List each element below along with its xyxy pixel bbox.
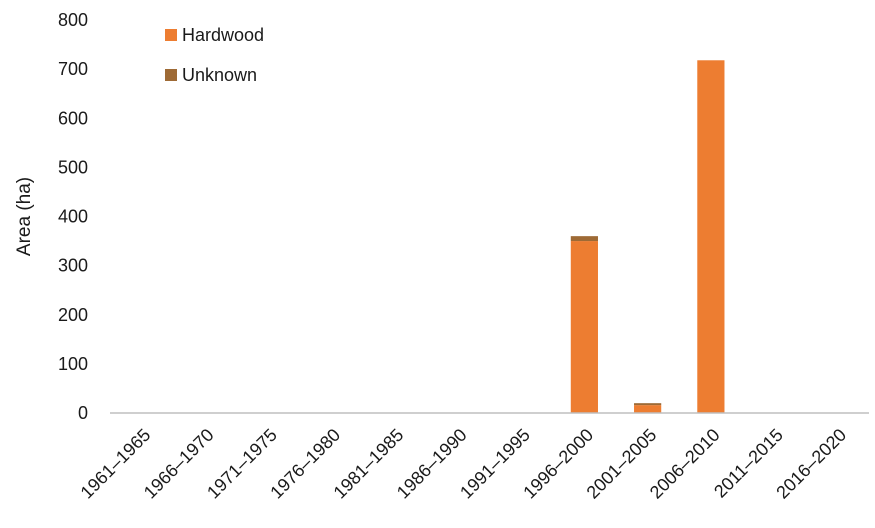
y-axis-title: Area (ha) (14, 177, 35, 256)
bars-layer (570, 60, 725, 413)
y-tick-label: 200 (58, 305, 88, 325)
y-tick-label: 800 (58, 10, 88, 30)
bar-segment-hardwood (697, 60, 725, 413)
y-tick-label: 600 (58, 108, 88, 128)
bar-segment-unknown (634, 403, 662, 406)
y-tick-label: 400 (58, 207, 88, 227)
bar-segment-hardwood (570, 241, 598, 413)
y-tick-label: 700 (58, 59, 88, 79)
bar-segment-unknown (570, 236, 598, 242)
y-tick-label: 300 (58, 256, 88, 276)
legend-label-unknown: Unknown (182, 65, 257, 85)
legend-swatch-hardwood (165, 29, 177, 41)
legend: Hardwood Unknown (165, 25, 264, 85)
legend-swatch-unknown (165, 69, 177, 81)
x-axis-ticks: 1961–19651966–19701971–19751976–19801981… (77, 425, 851, 503)
bar-segment-hardwood (634, 405, 662, 413)
y-tick-label: 500 (58, 157, 88, 177)
y-axis-ticks: 0 100 200 300 400 500 600 700 800 (58, 10, 88, 423)
y-tick-label: 0 (78, 403, 88, 423)
legend-label-hardwood: Hardwood (182, 25, 264, 45)
y-tick-label: 100 (58, 354, 88, 374)
